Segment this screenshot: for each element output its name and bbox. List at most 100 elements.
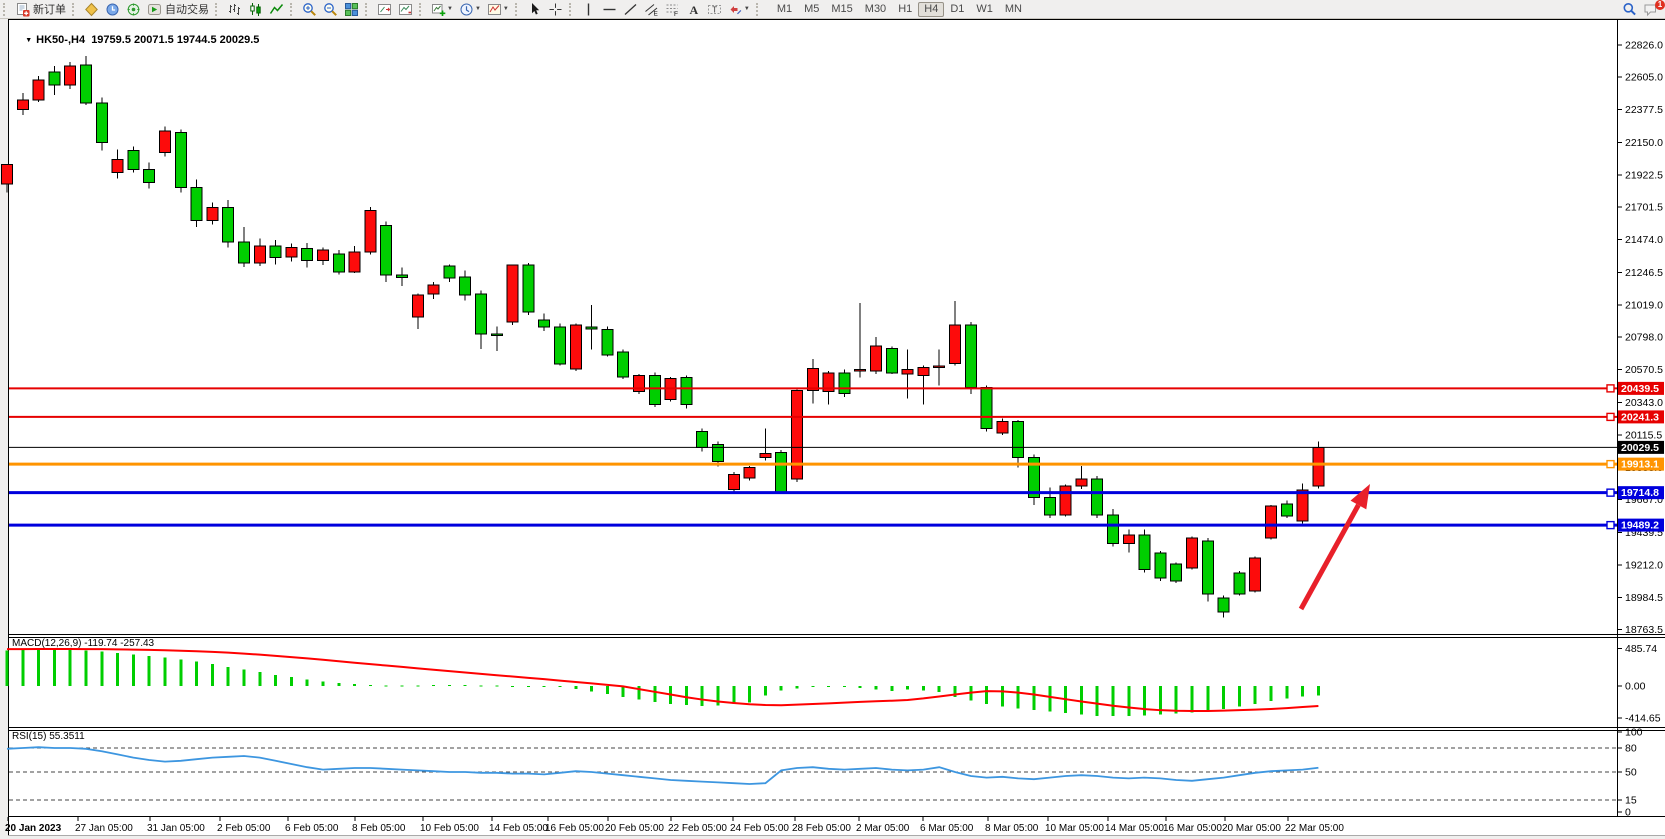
zoom-in-button[interactable]: [300, 1, 319, 17]
profiles-button[interactable]: [82, 1, 101, 17]
timeframe-m30-button[interactable]: M30: [864, 2, 887, 15]
label-icon: T: [707, 2, 722, 17]
line-end-marker[interactable]: [1606, 412, 1615, 422]
zoom-in-icon: [302, 2, 317, 17]
cursor-tool-button[interactable]: [525, 1, 544, 17]
timeframe-h1-button[interactable]: H1: [898, 2, 913, 15]
auto-scroll-button[interactable]: [396, 1, 415, 17]
line-end-marker[interactable]: [1606, 488, 1615, 497]
toolbar-grip[interactable]: [215, 2, 221, 16]
date-axis-label: 2 Feb 05:00: [217, 823, 271, 834]
price-axis-tick: 20115.5: [1625, 430, 1662, 442]
zoom-out-button[interactable]: [321, 1, 340, 17]
chevron-down-icon[interactable]: ▼: [743, 6, 750, 12]
rsi-axis-tick: 50: [1625, 767, 1637, 779]
notifications-button[interactable]: 1: [1641, 0, 1665, 17]
price-line-label: 20439.5: [1621, 383, 1659, 395]
toolbar-grip[interactable]: [514, 2, 521, 16]
chevron-down-icon[interactable]: ▼: [474, 6, 481, 12]
window-bottom-border: [0, 836, 1665, 839]
price-line-label-box[interactable]: [1618, 486, 1664, 500]
svg-text:F: F: [674, 10, 678, 16]
svg-text:T: T: [712, 5, 717, 14]
candles: [1, 56, 1325, 618]
toolbar-grip[interactable]: [755, 2, 762, 16]
price-line-label-box[interactable]: [1618, 410, 1664, 424]
new-chart-button[interactable]: ▼: [429, 1, 455, 17]
chart-title: ▼ HK50-,H4 19759.5 20071.5 19744.5 20029.…: [13, 22, 259, 58]
candlestick-button[interactable]: [246, 1, 265, 17]
date-axis-label: 22 Mar 05:00: [1285, 823, 1344, 834]
chevron-down-icon[interactable]: ▼: [447, 6, 453, 12]
bar-chart-button[interactable]: [225, 1, 244, 17]
chart-frame: [8, 19, 1665, 836]
toolbar-grip[interactable]: [365, 2, 371, 16]
line-end-marker[interactable]: [1606, 384, 1615, 393]
vertical-line-tool-button[interactable]: [579, 1, 598, 17]
horizontal-line-tool-button[interactable]: [600, 1, 619, 17]
zoom-out-icon: [323, 2, 338, 17]
fibonacci-tool-button[interactable]: F: [663, 1, 682, 17]
price-line-label: 19489.2: [1621, 520, 1659, 532]
price-axis: 22826.0 22605.0 22377.5 22150.0 21922.5 21701…: [1618, 40, 1664, 636]
timeframe-m1-button[interactable]: M1: [776, 2, 793, 15]
price-axis-tick: 22605.0: [1625, 71, 1663, 83]
chart-shift-button[interactable]: [375, 1, 394, 17]
price-line-label-box[interactable]: [1618, 457, 1664, 471]
line-end-marker[interactable]: [1606, 520, 1615, 530]
toolbar-grip[interactable]: [3, 2, 9, 16]
search-button[interactable]: [1620, 1, 1639, 17]
channel-tool-button[interactable]: E: [642, 1, 661, 17]
timeframe-h4-button[interactable]: H4: [918, 1, 945, 17]
text-tool-button[interactable]: A: [684, 1, 703, 17]
price-line-label-box[interactable]: [1618, 518, 1664, 532]
navigator-button[interactable]: [124, 1, 143, 17]
price-line-label: 19913.1: [1621, 459, 1659, 471]
horizontal-lines[interactable]: [9, 384, 1617, 530]
macd-panel: 485.74 0.00 -414.65: [5, 643, 1661, 725]
timeframe-m5-button[interactable]: M5: [804, 2, 820, 15]
date-axis-label: 27 Jan 05:00: [75, 823, 133, 834]
market-watch-button[interactable]: [103, 1, 122, 17]
toolbar-grip[interactable]: [72, 2, 78, 16]
new-order-button[interactable]: 新订单: [13, 1, 68, 17]
date-axis-label: 14 Mar 05:00: [1105, 823, 1164, 834]
period-button[interactable]: ▼: [457, 1, 483, 17]
price-axis-tick: 21701.5: [1625, 201, 1663, 213]
date-axis-label: 28 Feb 05:00: [792, 823, 851, 834]
price-axis-tick: 21922.5: [1625, 170, 1663, 182]
profiles-icon: [84, 2, 99, 17]
new-order-label: 新订单: [33, 4, 66, 16]
toolbar-grip[interactable]: [290, 2, 296, 16]
trend-arrow-up[interactable]: [1298, 484, 1370, 611]
navigator-icon: [126, 2, 141, 17]
auto-trading-button[interactable]: 自动交易: [145, 1, 211, 17]
price-line-label-box[interactable]: [1618, 440, 1664, 454]
rsi-indicator-label: RSI(15) 55.3511: [12, 731, 85, 742]
price-line-label-box[interactable]: [1618, 381, 1664, 395]
label-tool-button[interactable]: T: [705, 1, 724, 17]
arrows-tool-button[interactable]: ▼: [726, 1, 752, 17]
rsi-axis-tick: 80: [1625, 743, 1637, 755]
price-axis-tick: 22826.0: [1625, 40, 1663, 52]
toolbar: 新订单 自动交易 ▼ ▼ ▼ E F A T ▼: [0, 0, 1665, 19]
tile-windows-button[interactable]: [342, 1, 361, 17]
crosshair-tool-button[interactable]: [546, 1, 565, 17]
text-icon: A: [686, 2, 701, 17]
trendline-tool-button[interactable]: [621, 1, 640, 17]
chevron-down-icon[interactable]: ▼: [502, 6, 509, 12]
line-end-marker[interactable]: [1606, 459, 1615, 469]
timeframe-d1-button[interactable]: D1: [950, 2, 965, 15]
rsi-panel: 100 80 50 150: [6, 727, 1643, 819]
line-chart-button[interactable]: [267, 1, 286, 17]
timeframe-m15-button[interactable]: M15: [831, 2, 853, 15]
collapse-icon[interactable]: ▼: [25, 37, 33, 44]
template-button[interactable]: ▼: [485, 1, 511, 17]
toolbar-grip[interactable]: [568, 2, 575, 16]
timeframe-mn-button[interactable]: MN: [1004, 2, 1022, 15]
timeframe-w1-button[interactable]: W1: [976, 2, 993, 15]
toolbar-grip[interactable]: [419, 2, 425, 16]
rsi-axis-tick: 100: [1625, 727, 1643, 739]
channel-icon: E: [644, 2, 659, 17]
